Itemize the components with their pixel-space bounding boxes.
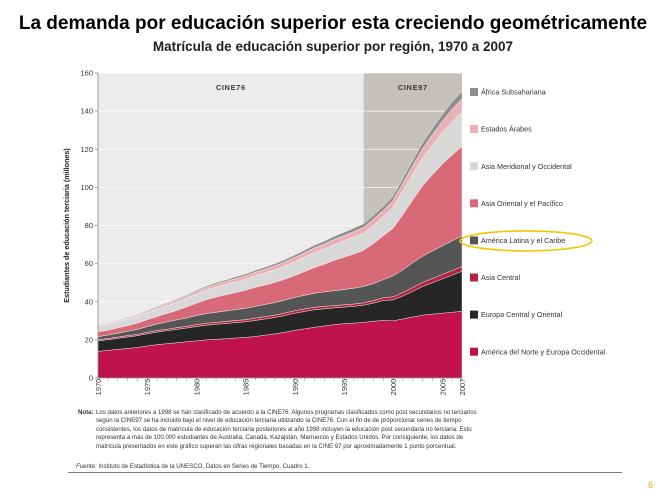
legend-label: América del Norte y Europa Occidental xyxy=(481,347,606,356)
x-tick-label: 1980 xyxy=(192,379,201,396)
note-text: Los datos anteriores a 1998 se han clasi… xyxy=(96,409,477,450)
x-tick-label: 1975 xyxy=(143,379,152,396)
y-tick-label: 0 xyxy=(89,374,93,383)
source-text: Instituto de Estadística de la UNESCO, D… xyxy=(98,463,310,470)
legend-swatch xyxy=(470,347,478,356)
legend-label: Asia Meridional y Occidental xyxy=(481,162,572,171)
highlight-ellipse xyxy=(459,230,593,252)
x-tick-label: 1985 xyxy=(242,379,251,396)
legend-swatch xyxy=(470,88,478,96)
legend-swatch xyxy=(470,273,478,282)
x-tick-label: 1990 xyxy=(291,379,300,396)
x-tick-label: 1970 xyxy=(94,379,103,396)
legend-swatch xyxy=(470,310,478,319)
y-tick-label: 160 xyxy=(80,69,93,78)
y-axis-label: Estudiantes de educación terciaria (mill… xyxy=(62,148,71,303)
x-tick-label: 1995 xyxy=(340,379,349,396)
chart-subtitle: Matrícula de educación superior por regi… xyxy=(152,39,514,54)
legend-label: África Subsahariana xyxy=(481,88,546,97)
note-block: Nota: Los datos anteriores a 1998 se han… xyxy=(78,409,478,451)
legend-swatch xyxy=(470,125,478,134)
legend-label: Estados Árabes xyxy=(481,125,532,134)
y-tick-label: 120 xyxy=(80,145,93,154)
area-series-8 xyxy=(97,90,463,326)
y-tick-label: 140 xyxy=(80,107,93,116)
x-tick-label: 2000 xyxy=(389,379,398,396)
legend-label: América Latina y el Caribe xyxy=(481,236,565,245)
period-label: CINE76 xyxy=(216,83,246,92)
legend-label: Europa Central y Oriental xyxy=(481,310,563,319)
source-label: Fuente: xyxy=(76,463,97,470)
y-tick-label: 40 xyxy=(85,297,93,306)
y-tick-label: 60 xyxy=(85,259,93,268)
legend-label: Asia Oriental y el Pacífico xyxy=(481,199,563,208)
legend-label: Asia Central xyxy=(481,273,521,282)
legend-swatch xyxy=(470,236,478,245)
y-tick-label: 100 xyxy=(80,183,93,192)
x-tick-label: 2007 xyxy=(458,379,467,396)
legend-swatch xyxy=(470,162,478,171)
period-label: CINE97 xyxy=(398,83,428,92)
y-tick-label: 80 xyxy=(85,221,93,230)
slide-title: La demanda por educación superior esta c… xyxy=(18,13,648,34)
legend-swatch xyxy=(470,199,478,208)
bottom-divider xyxy=(68,472,622,473)
y-tick-label: 20 xyxy=(85,335,93,344)
source-block: Fuente: Instituto de Estadística de la U… xyxy=(76,463,496,470)
page-number: 6 xyxy=(648,480,654,490)
note-label: Nota: xyxy=(78,409,94,416)
x-tick-label: 2005 xyxy=(438,379,447,396)
